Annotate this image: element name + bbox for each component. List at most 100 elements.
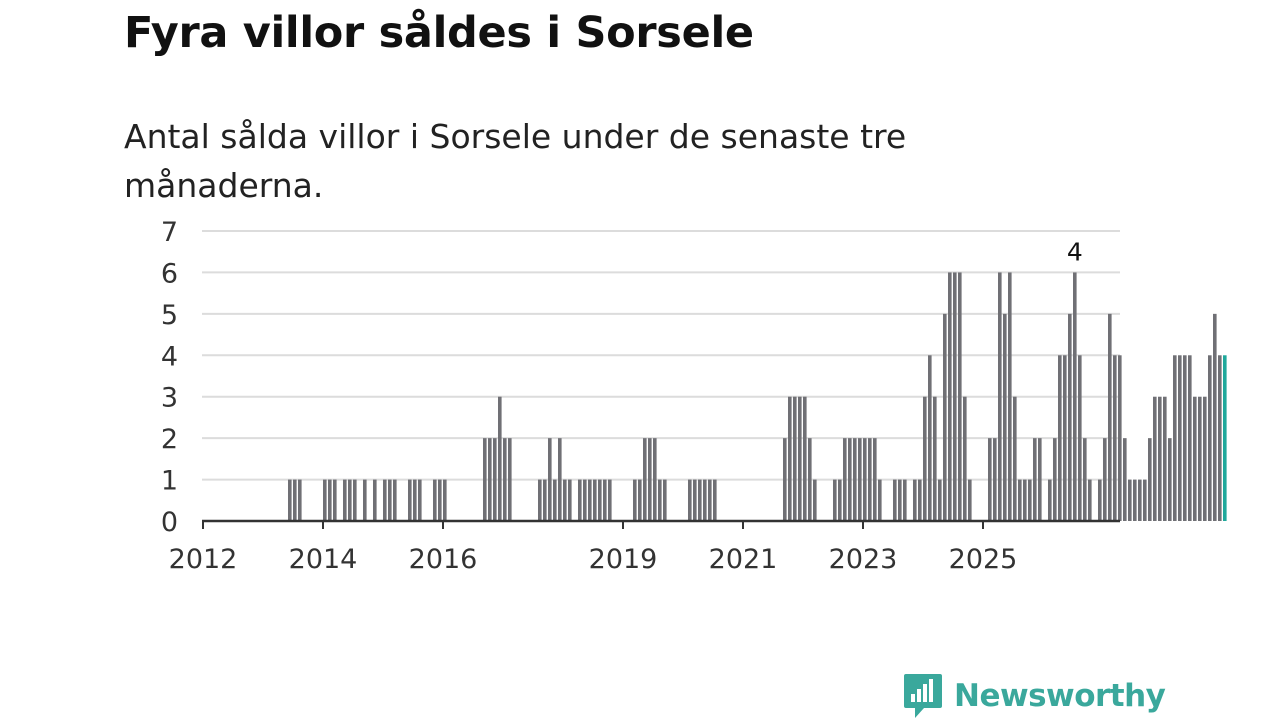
bar [1058,355,1062,521]
bar [1118,355,1122,521]
bar [333,479,337,521]
chart-title: Fyra villor såldes i Sorsele [124,8,754,58]
bar [698,479,702,521]
bar [998,272,1002,521]
x-tick-label: 2025 [949,544,1018,575]
bar [583,479,587,521]
bar [1008,272,1012,521]
x-tick-label: 2019 [589,544,658,575]
bar [1208,355,1212,521]
bar [413,479,417,521]
bar [898,479,902,521]
bar [803,396,807,521]
bar [558,438,562,521]
bar [1038,438,1042,521]
bar [1128,479,1132,521]
bar [408,479,412,521]
bar [1163,396,1167,521]
bar [963,396,967,521]
bar [688,479,692,521]
bar [1103,438,1107,521]
y-tick-label: 6 [161,258,178,289]
bar [443,479,447,521]
x-tick-label: 2012 [169,544,238,575]
bar [1028,479,1032,521]
bar [1063,355,1067,521]
newsworthy-logo[interactable]: Newsworthy [902,672,1166,720]
bar [1113,355,1117,521]
bar [553,479,557,521]
annotations: 4 [1067,237,1083,266]
bar [1018,479,1022,521]
bar [958,272,962,521]
bar [1098,479,1102,521]
bar [343,479,347,521]
bar [783,438,787,521]
bar [1023,479,1027,521]
bar [808,438,812,521]
bar [793,396,797,521]
bar [593,479,597,521]
bar [293,479,297,521]
bar [288,479,292,521]
bar [968,479,972,521]
bar [798,396,802,521]
bars [288,272,1227,521]
bar [638,479,642,521]
bar [843,438,847,521]
x-tick-label: 2016 [409,544,478,575]
bar [1123,438,1127,521]
bar [328,479,332,521]
bar [1048,479,1052,521]
bar [383,479,387,521]
x-tick-label: 2023 [829,544,898,575]
bar [548,438,552,521]
bar [1213,313,1217,521]
y-tick-label: 0 [161,507,178,538]
bar [298,479,302,521]
bar [393,479,397,521]
bar [488,438,492,521]
bar [868,438,872,521]
newsworthy-logo-icon [904,674,942,718]
bar [483,438,487,521]
bar [1003,313,1007,521]
y-axis-ticks: 0 1 2 3 4 5 6 7 [161,217,178,538]
bar [543,479,547,521]
bar [373,479,377,521]
gridlines [202,230,1120,481]
bar [653,438,657,521]
bar [608,479,612,521]
bar [648,438,652,521]
bar [568,479,572,521]
newsworthy-logo-text: Newsworthy [954,678,1166,714]
bar [1188,355,1192,521]
bar [1168,438,1172,521]
bar [418,479,422,521]
bar [498,396,502,521]
bar [1073,272,1077,521]
x-tick-label: 2014 [289,544,358,575]
bar [858,438,862,521]
bar [848,438,852,521]
bar [438,479,442,521]
bar [1083,438,1087,521]
bar [1198,396,1202,521]
bar [1078,355,1082,521]
bar [1178,355,1182,521]
bar [598,479,602,521]
bar-latest [1223,355,1227,521]
bar [1133,479,1137,521]
bar [903,479,907,521]
x-tick-label: 2021 [709,544,778,575]
bar [1173,355,1177,521]
bar [658,479,662,521]
bar [923,396,927,521]
bar [948,272,952,521]
bar [838,479,842,521]
bar [993,438,997,521]
bar [703,479,707,521]
bar [538,479,542,521]
x-axis: 2012 2014 2016 2019 2021 2023 2025 [169,519,1120,575]
